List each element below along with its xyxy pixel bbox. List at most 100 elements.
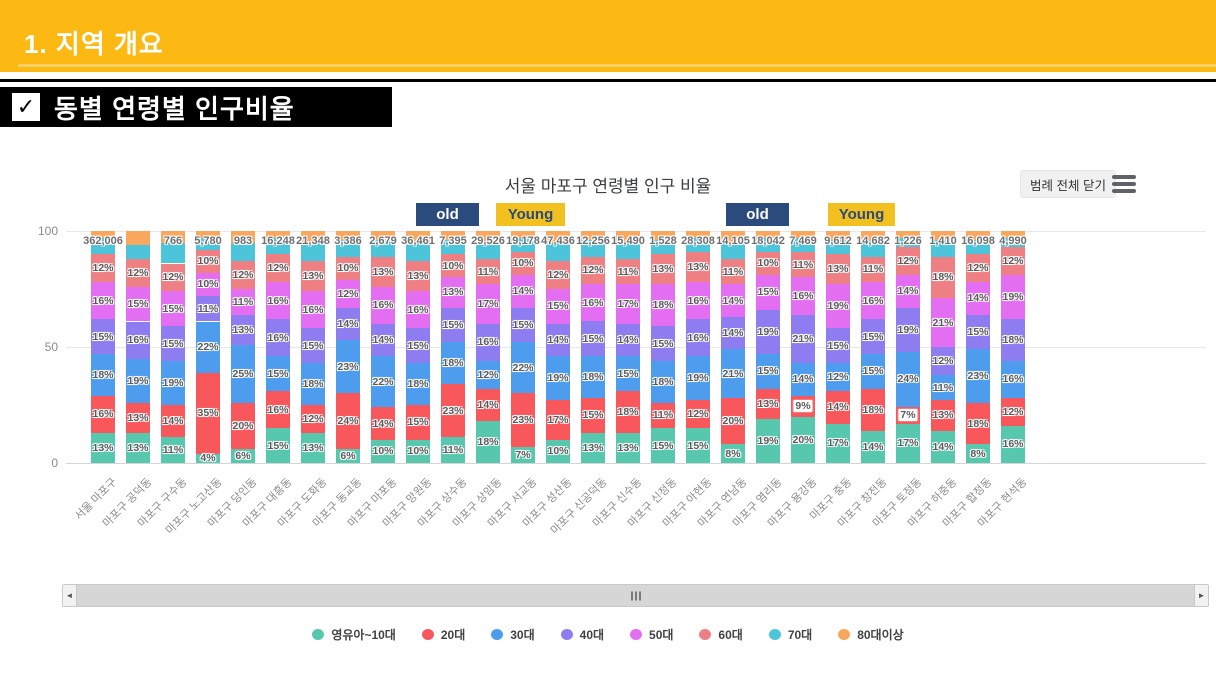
segment-60대[interactable]	[721, 258, 745, 285]
segment-영유아~10대[interactable]	[231, 449, 255, 463]
segment-60대[interactable]	[756, 251, 780, 276]
legend-item-60대[interactable]: 60대	[699, 626, 743, 643]
segment-영유아~10대[interactable]	[581, 432, 605, 463]
segment-영유아~10대[interactable]	[686, 428, 710, 463]
segment-30대[interactable]	[756, 353, 780, 389]
segment-60대[interactable]	[896, 247, 920, 276]
segment-80대이상[interactable]	[791, 231, 815, 238]
segment-40대[interactable]	[196, 295, 220, 322]
segment-60대[interactable]	[966, 254, 990, 283]
segment-60대[interactable]	[301, 261, 325, 292]
segment-80대이상[interactable]	[896, 231, 920, 238]
bar-마포구 신수동[interactable]	[616, 231, 640, 463]
segment-60대[interactable]	[476, 258, 500, 285]
segment-40대[interactable]	[1001, 319, 1025, 361]
segment-70대[interactable]	[896, 237, 920, 248]
segment-50대[interactable]	[126, 286, 150, 322]
segment-50대[interactable]	[231, 289, 255, 315]
segment-20대[interactable]	[336, 393, 360, 450]
segment-20대[interactable]	[406, 405, 430, 440]
segment-60대[interactable]	[126, 258, 150, 287]
segment-60대[interactable]	[196, 249, 220, 273]
segment-30대[interactable]	[581, 356, 605, 399]
segment-50대[interactable]	[546, 289, 570, 324]
segment-70대[interactable]	[826, 240, 850, 255]
segment-영유아~10대[interactable]	[651, 428, 675, 463]
segment-영유아~10대[interactable]	[196, 453, 220, 463]
segment-영유아~10대[interactable]	[441, 437, 465, 463]
segment-40대[interactable]	[231, 314, 255, 345]
segment-60대[interactable]	[651, 254, 675, 285]
segment-40대[interactable]	[686, 319, 710, 357]
segment-50대[interactable]	[651, 284, 675, 327]
segment-80대이상[interactable]	[616, 231, 640, 243]
segment-20대[interactable]	[476, 388, 500, 422]
segment-20대[interactable]	[126, 402, 150, 433]
segment-30대[interactable]	[301, 363, 325, 405]
segment-50대[interactable]	[91, 282, 115, 320]
segment-70대[interactable]	[546, 242, 570, 262]
segment-70대[interactable]	[686, 237, 710, 252]
segment-30대[interactable]	[231, 344, 255, 403]
segment-20대[interactable]	[441, 384, 465, 438]
segment-30대[interactable]	[406, 363, 430, 405]
segment-50대[interactable]	[1001, 275, 1025, 320]
segment-80대이상[interactable]	[511, 231, 535, 238]
segment-20대[interactable]	[931, 400, 955, 431]
segment-40대[interactable]	[511, 307, 535, 343]
bar-마포구 중동[interactable]	[826, 231, 850, 463]
segment-50대[interactable]	[966, 282, 990, 315]
segment-60대[interactable]	[511, 251, 535, 276]
segment-60대[interactable]	[616, 258, 640, 285]
segment-70대[interactable]	[931, 240, 955, 257]
segment-80대이상[interactable]	[406, 231, 430, 243]
segment-80대이상[interactable]	[931, 231, 955, 241]
segment-50대[interactable]	[826, 284, 850, 329]
segment-20대[interactable]	[546, 400, 570, 440]
segment-80대이상[interactable]	[826, 231, 850, 241]
segment-50대[interactable]	[896, 275, 920, 308]
segment-70대[interactable]	[126, 244, 150, 259]
segment-영유아~10대[interactable]	[896, 423, 920, 463]
legend-item-영유아~10대[interactable]: 영유아~10대	[312, 626, 396, 643]
segment-50대[interactable]	[196, 272, 220, 296]
legend-item-80대이상[interactable]: 80대이상	[838, 626, 904, 643]
bar-마포구 하중동[interactable]	[931, 231, 955, 463]
segment-70대[interactable]	[651, 240, 675, 255]
segment-70대[interactable]	[581, 240, 605, 257]
segment-70대[interactable]	[791, 237, 815, 252]
segment-영유아~10대[interactable]	[721, 444, 745, 463]
segment-30대[interactable]	[371, 356, 395, 408]
bar-마포구 당인동[interactable]	[231, 231, 255, 463]
segment-60대[interactable]	[861, 256, 885, 283]
bar-마포구 합정동[interactable]	[966, 231, 990, 463]
segment-30대[interactable]	[1001, 360, 1025, 399]
segment-60대[interactable]	[91, 254, 115, 283]
segment-50대[interactable]	[371, 286, 395, 324]
segment-50대[interactable]	[476, 284, 500, 324]
segment-80대이상[interactable]	[476, 231, 500, 243]
bar-마포구 상수동[interactable]	[441, 231, 465, 463]
segment-50대[interactable]	[511, 275, 535, 308]
bar-마포구 동교동[interactable]	[336, 231, 360, 463]
segment-70대[interactable]	[406, 242, 430, 262]
segment-40대[interactable]	[721, 316, 745, 350]
segment-50대[interactable]	[861, 282, 885, 320]
segment-40대[interactable]	[406, 328, 430, 364]
segment-80대이상[interactable]	[966, 231, 990, 241]
segment-80대이상[interactable]	[861, 231, 885, 241]
segment-영유아~10대[interactable]	[546, 439, 570, 463]
segment-30대[interactable]	[196, 321, 220, 373]
legend-item-20대[interactable]: 20대	[421, 626, 465, 643]
segment-20대[interactable]	[756, 388, 780, 419]
segment-60대[interactable]	[791, 251, 815, 278]
segment-50대[interactable]	[721, 284, 745, 317]
segment-영유아~10대[interactable]	[161, 437, 185, 463]
segment-영유아~10대[interactable]	[371, 439, 395, 463]
segment-60대[interactable]	[371, 256, 395, 287]
segment-80대이상[interactable]	[91, 231, 115, 238]
bar-마포구 신공덕동[interactable]	[581, 231, 605, 463]
segment-70대[interactable]	[266, 237, 290, 255]
scroll-right-icon[interactable]: ►	[1195, 585, 1208, 606]
segment-30대[interactable]	[896, 351, 920, 408]
